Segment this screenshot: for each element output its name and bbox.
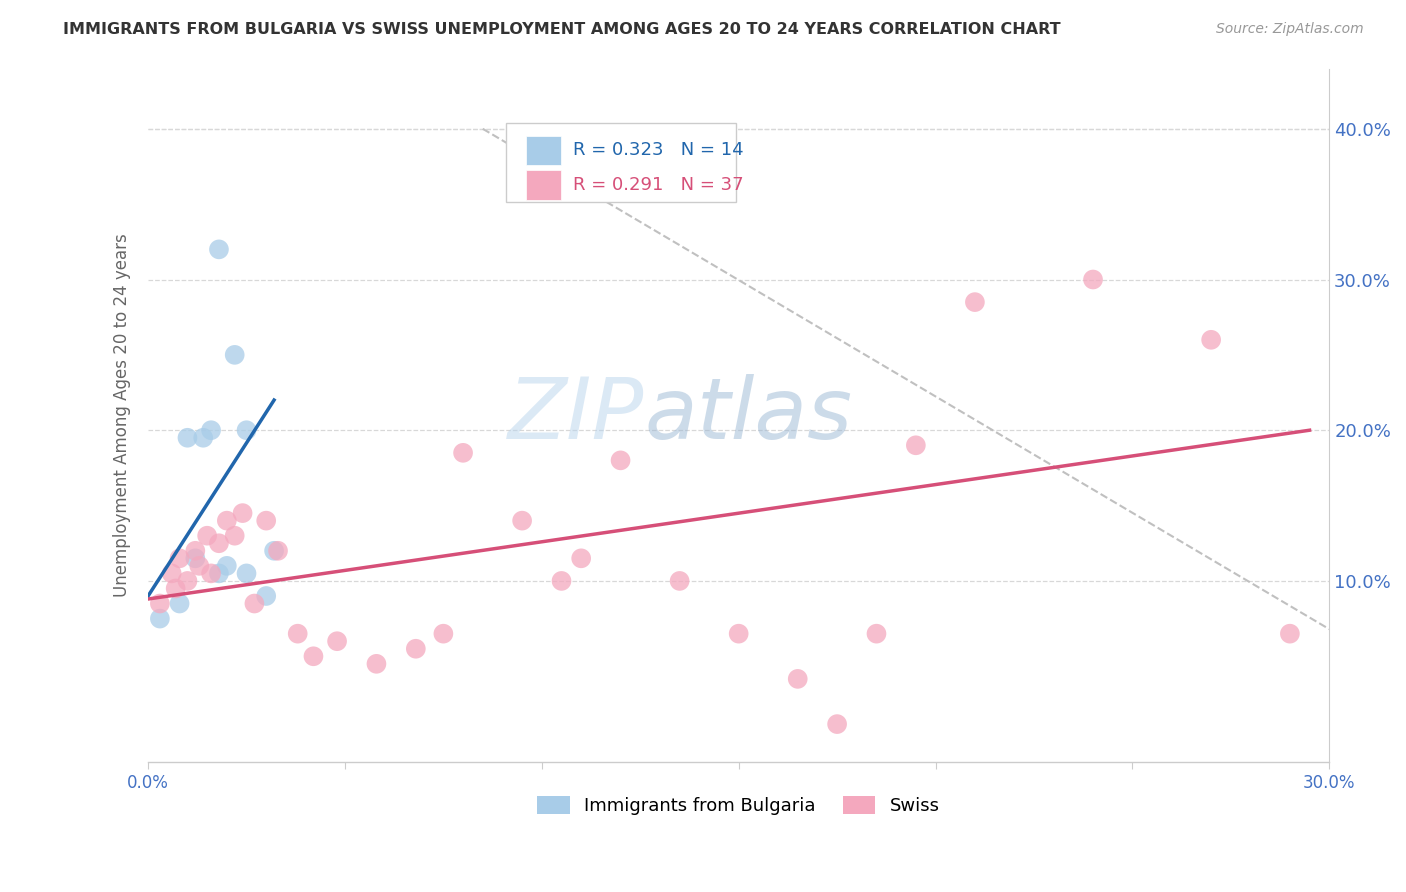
Point bbox=[208, 536, 231, 550]
Point bbox=[149, 597, 172, 611]
Text: IMMIGRANTS FROM BULGARIA VS SWISS UNEMPLOYMENT AMONG AGES 20 TO 24 YEARS CORRELA: IMMIGRANTS FROM BULGARIA VS SWISS UNEMPL… bbox=[63, 22, 1062, 37]
Point bbox=[208, 243, 231, 257]
Point bbox=[550, 574, 572, 588]
Y-axis label: Unemployment Among Ages 20 to 24 years: Unemployment Among Ages 20 to 24 years bbox=[114, 234, 131, 597]
Legend: Immigrants from Bulgaria, Swiss: Immigrants from Bulgaria, Swiss bbox=[537, 796, 941, 815]
FancyBboxPatch shape bbox=[526, 136, 561, 165]
Point bbox=[1278, 626, 1301, 640]
FancyBboxPatch shape bbox=[506, 122, 737, 202]
Point bbox=[510, 514, 533, 528]
Point bbox=[609, 453, 631, 467]
Text: Source: ZipAtlas.com: Source: ZipAtlas.com bbox=[1216, 22, 1364, 37]
Point bbox=[215, 514, 238, 528]
Point bbox=[326, 634, 349, 648]
Point bbox=[865, 626, 887, 640]
Point bbox=[263, 543, 285, 558]
Point bbox=[200, 566, 222, 581]
Point bbox=[1081, 272, 1104, 286]
Text: ZIP: ZIP bbox=[508, 374, 644, 457]
Point bbox=[195, 529, 218, 543]
Point bbox=[254, 514, 277, 528]
Point bbox=[208, 566, 231, 581]
Point bbox=[169, 551, 191, 566]
Point bbox=[267, 543, 290, 558]
Point bbox=[287, 626, 309, 640]
Point bbox=[432, 626, 454, 640]
Point bbox=[188, 558, 211, 573]
Point bbox=[451, 446, 474, 460]
Point bbox=[366, 657, 388, 671]
Point bbox=[235, 423, 257, 437]
FancyBboxPatch shape bbox=[526, 170, 561, 200]
Point bbox=[224, 529, 246, 543]
Point bbox=[215, 558, 238, 573]
Point bbox=[184, 551, 207, 566]
Point bbox=[176, 431, 198, 445]
Point bbox=[1199, 333, 1222, 347]
Point bbox=[668, 574, 690, 588]
Point bbox=[569, 551, 592, 566]
Point bbox=[405, 641, 427, 656]
Point bbox=[727, 626, 749, 640]
Text: R = 0.291   N = 37: R = 0.291 N = 37 bbox=[574, 176, 744, 194]
Point bbox=[254, 589, 277, 603]
Point bbox=[193, 431, 215, 445]
Point bbox=[200, 423, 222, 437]
Point bbox=[169, 597, 191, 611]
Point bbox=[825, 717, 848, 731]
Text: atlas: atlas bbox=[644, 374, 852, 457]
Text: R = 0.323   N = 14: R = 0.323 N = 14 bbox=[574, 141, 744, 160]
Point bbox=[149, 611, 172, 625]
Point bbox=[302, 649, 325, 664]
Point bbox=[786, 672, 808, 686]
Point bbox=[184, 543, 207, 558]
Point bbox=[963, 295, 986, 310]
Point bbox=[165, 582, 187, 596]
Point bbox=[243, 597, 266, 611]
Point bbox=[160, 566, 183, 581]
Point bbox=[904, 438, 927, 452]
Point bbox=[235, 566, 257, 581]
Point bbox=[176, 574, 198, 588]
Point bbox=[232, 506, 254, 520]
Point bbox=[224, 348, 246, 362]
